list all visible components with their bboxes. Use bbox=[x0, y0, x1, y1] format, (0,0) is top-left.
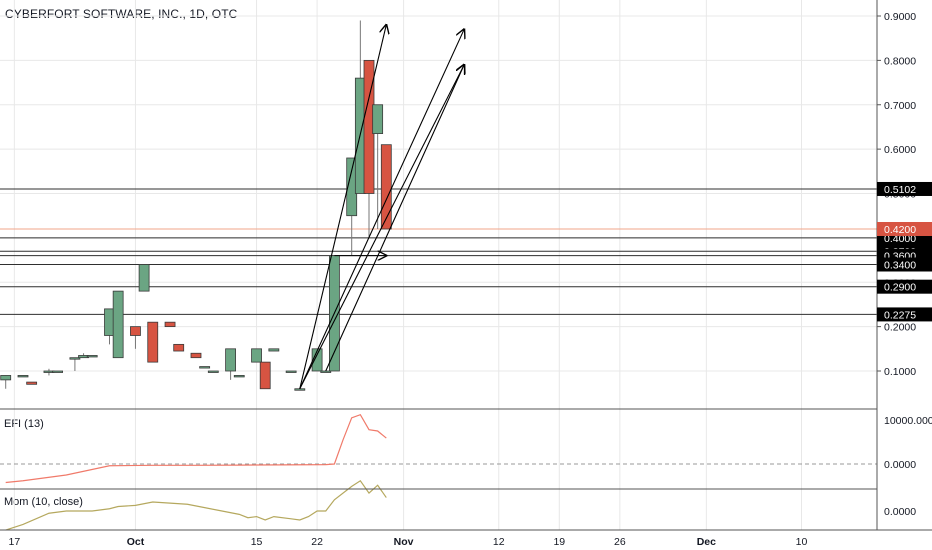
level-tag-bg bbox=[877, 307, 932, 322]
price-tick-label: 0.7000 bbox=[884, 100, 916, 112]
time-tick-label: Dec bbox=[697, 536, 716, 548]
candle-up bbox=[225, 348, 237, 372]
candle-down bbox=[259, 361, 271, 390]
candle-up bbox=[138, 264, 150, 292]
candles bbox=[0, 20, 392, 391]
price-tick-label: 0.9000 bbox=[884, 11, 916, 23]
last-price-tag-bg bbox=[877, 222, 932, 236]
efi-pane bbox=[0, 413, 877, 484]
candle-up bbox=[251, 348, 262, 363]
candle-down bbox=[173, 343, 185, 352]
candle-down bbox=[130, 326, 141, 336]
mom-tick-label: 0.0000 bbox=[884, 506, 916, 518]
time-tick-label: 19 bbox=[553, 536, 565, 548]
horizontal-levels bbox=[0, 188, 877, 315]
chart-title: CYBERFORT SOFTWARE, INC., 1D, OTC bbox=[5, 7, 238, 21]
mom-pane-label: Mom (10, close) bbox=[4, 496, 83, 508]
trend-arrow bbox=[299, 65, 464, 389]
axes bbox=[0, 0, 932, 531]
mom-pane bbox=[5, 479, 387, 531]
candle-up bbox=[268, 348, 280, 352]
trend-arrows bbox=[299, 25, 464, 389]
time-tick-label: 10 bbox=[796, 536, 808, 548]
efi-tick-label: 0.0000 bbox=[884, 459, 916, 471]
candle-up bbox=[112, 290, 124, 359]
candle-down bbox=[147, 321, 159, 363]
efi-line bbox=[5, 413, 387, 484]
candle-up bbox=[0, 375, 12, 381]
time-tick-label: 26 bbox=[614, 536, 626, 548]
efi-tick-label: 10000.0000 bbox=[884, 415, 932, 427]
candle-up bbox=[311, 348, 323, 372]
level-tag-bg bbox=[877, 279, 932, 294]
time-tick-label: 12 bbox=[493, 536, 505, 548]
price-tags: 0.51020.40000.37000.36000.34000.29000.22… bbox=[877, 181, 932, 322]
candle-down bbox=[164, 321, 176, 328]
candle-up bbox=[17, 375, 29, 378]
level-tag-bg bbox=[877, 257, 932, 272]
last-price-tag: 0.4200 bbox=[884, 224, 916, 236]
candle-up bbox=[207, 370, 219, 373]
level-tag: 0.2275 bbox=[884, 309, 916, 321]
price-tick-label: 0.8000 bbox=[884, 55, 916, 67]
candle-down bbox=[26, 381, 38, 385]
time-axis[interactable]: 17 Oct 15 22 Nov 12 19 26 Dec 10 bbox=[9, 536, 808, 548]
price-tick-label: 0.2000 bbox=[884, 322, 916, 334]
candle-up bbox=[69, 357, 81, 360]
time-tick-label: 15 bbox=[251, 536, 263, 548]
time-tick-label: Nov bbox=[394, 536, 414, 548]
time-tick-label: 17 bbox=[9, 536, 21, 548]
time-tick-label: 22 bbox=[311, 536, 323, 548]
level-tag: 0.5102 bbox=[884, 184, 916, 196]
candle-up bbox=[199, 366, 211, 369]
level-tag-bg bbox=[877, 181, 932, 196]
trend-arrow bbox=[299, 29, 464, 389]
candle-up bbox=[86, 355, 98, 358]
candle-up bbox=[372, 104, 384, 134]
price-tick-label: 0.6000 bbox=[884, 144, 916, 156]
candle-up bbox=[285, 370, 297, 373]
mom-line bbox=[5, 479, 387, 531]
price-tick-label: 0.1000 bbox=[884, 366, 916, 378]
candle-up bbox=[294, 388, 306, 391]
trend-arrow bbox=[299, 25, 387, 389]
candle-up bbox=[52, 370, 63, 373]
candle-up bbox=[233, 375, 245, 378]
time-tick-label: Oct bbox=[127, 536, 145, 548]
trend-arrow bbox=[325, 65, 464, 372]
level-tag: 0.2900 bbox=[884, 282, 916, 294]
candle-down bbox=[190, 352, 202, 359]
candle-down bbox=[380, 144, 392, 230]
level-tag: 0.3400 bbox=[884, 260, 916, 272]
